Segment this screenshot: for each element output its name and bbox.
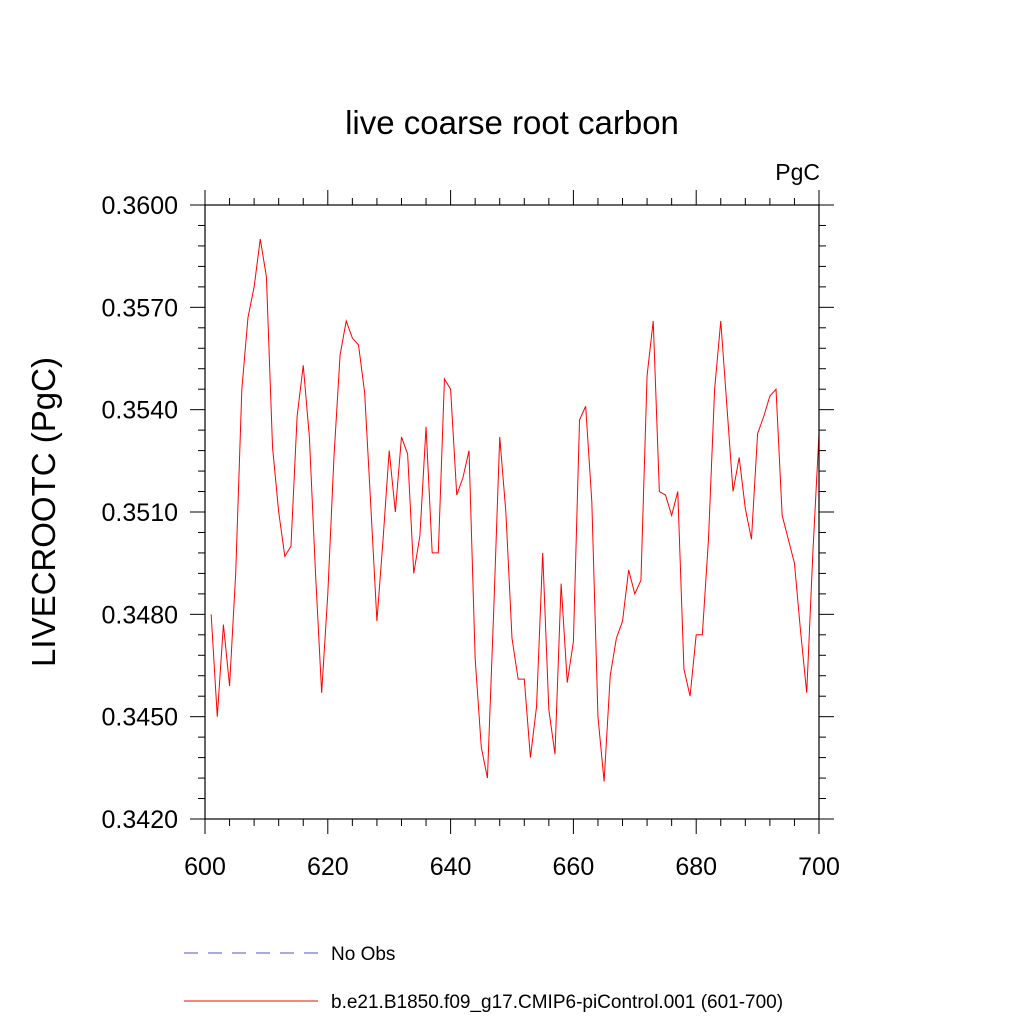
y-tick-label: 0.3480 bbox=[102, 601, 178, 629]
y-tick-label: 0.3540 bbox=[102, 397, 178, 425]
x-tick-label: 600 bbox=[184, 853, 226, 881]
y-tick-label: 0.3600 bbox=[102, 192, 178, 220]
legend-label: b.e21.B1850.f09_g17.CMIP6-piControl.001 … bbox=[331, 992, 783, 1013]
units-label: PgC bbox=[775, 159, 820, 185]
y-tick-label: 0.3570 bbox=[102, 294, 178, 322]
y-tick-label: 0.3510 bbox=[102, 499, 178, 527]
axes-layer: 600 620 640 660 680 700 0.3420 0.3450 0.3480 0.35… bbox=[102, 190, 840, 881]
legend-label: No Obs bbox=[331, 944, 395, 965]
x-tick-label: 680 bbox=[675, 853, 717, 881]
x-tick-label: 660 bbox=[553, 853, 595, 881]
y-axis-label: LIVECROOTC (PgC) bbox=[25, 357, 62, 667]
legend: No Obs b.e21.B1850.f09_g17.CMIP6-piContro… bbox=[184, 944, 783, 1013]
x-tick-label: 640 bbox=[430, 853, 472, 881]
x-tick-label: 620 bbox=[307, 853, 349, 881]
y-tick-label: 0.3450 bbox=[102, 704, 178, 732]
x-tick-label: 700 bbox=[798, 853, 840, 881]
series-line bbox=[210, 239, 820, 782]
plot-frame bbox=[204, 204, 820, 820]
y-tick-label: 0.3420 bbox=[102, 806, 178, 834]
series-layer bbox=[210, 239, 820, 782]
chart-title: live coarse root carbon bbox=[345, 104, 679, 141]
